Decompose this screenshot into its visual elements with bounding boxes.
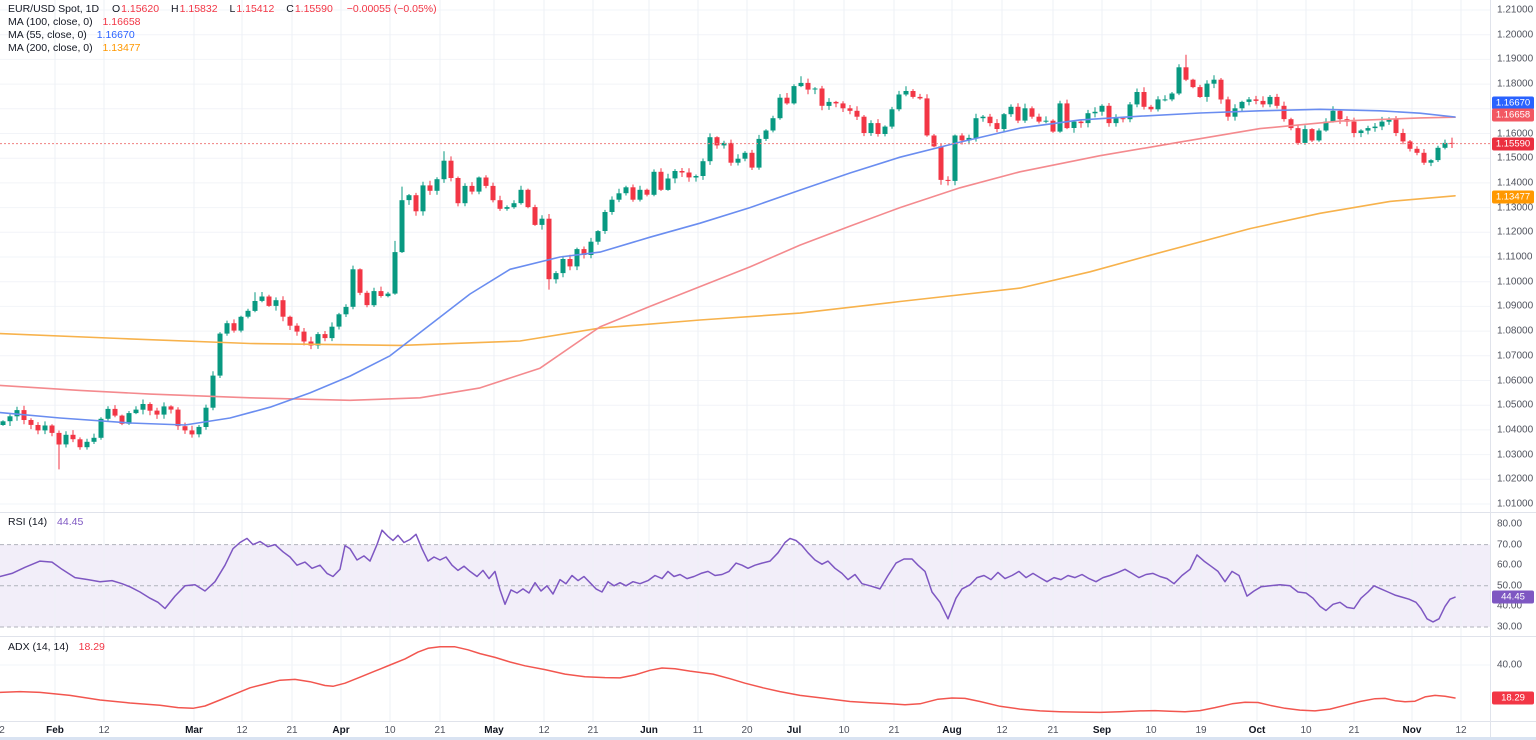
low-label: L — [229, 3, 236, 15]
ma200-label: MA (200, close, 0) — [8, 42, 93, 54]
time-tick-label: Mar — [185, 725, 203, 736]
ma100-legend-row[interactable]: MA (100, close, 0) 1.16658 — [8, 16, 437, 29]
ma100-value: 1.16658 — [102, 16, 141, 28]
time-tick-label: 10 — [384, 725, 396, 736]
open-label: O — [111, 3, 121, 15]
price-axis-badge: 1.16670 — [1492, 96, 1534, 110]
ma200-value: 1.13477 — [102, 42, 141, 54]
bottom-strip — [0, 737, 1536, 740]
rsi-axis-label: 50.00 — [1497, 580, 1523, 592]
time-tick-label: 21 — [587, 725, 599, 736]
rsi-legend-row[interactable]: RSI (14) 44.45 — [8, 516, 83, 529]
ma55-label: MA (55, close, 0) — [8, 29, 87, 41]
time-tick-label: Feb — [46, 725, 64, 736]
time-tick-label: Jun — [640, 725, 658, 736]
price-axis-label: 1.04000 — [1497, 424, 1534, 436]
time-tick-label: 12 — [996, 725, 1008, 736]
price-axis-label: 1.16000 — [1497, 128, 1534, 139]
price-axis-badge: 1.15590 — [1492, 137, 1534, 151]
adx-value: 18.29 — [78, 641, 105, 653]
rsi-axis-label: 70.00 — [1497, 539, 1523, 551]
price-axis-label: 1.20000 — [1497, 29, 1534, 41]
price-axis-label: 1.07000 — [1497, 350, 1534, 362]
price-axis-label: 1.21000 — [1497, 4, 1534, 16]
time-tick-label: 21 — [1348, 725, 1360, 736]
high-value: 1.15832 — [179, 3, 218, 15]
price-axis-label: 1.13000 — [1497, 202, 1534, 214]
ma200-legend-row[interactable]: MA (200, close, 0) 1.13477 — [8, 42, 437, 55]
rsi-axis-label: 60.00 — [1497, 559, 1523, 571]
ma55-value: 1.16670 — [96, 29, 135, 41]
price-axis-label: 1.10000 — [1497, 276, 1534, 288]
symbol-title: EUR/USD Spot, 1D — [8, 3, 100, 15]
price-axis-badge: 1.13477 — [1492, 190, 1534, 204]
time-tick-label: May — [484, 725, 504, 736]
time-tick-label: Aug — [942, 725, 962, 736]
rsi-label: RSI (14) — [8, 516, 48, 528]
time-tick-label: 11 — [692, 725, 704, 736]
time-tick-label: 20 — [741, 725, 753, 736]
time-tick-label: Jul — [786, 725, 802, 736]
time-tick-label: 12 — [236, 725, 248, 736]
rsi-axis-label: 30.00 — [1497, 621, 1523, 633]
adx-axis-label: 40.00 — [1497, 659, 1523, 671]
time-tick-label: 21 — [434, 725, 446, 736]
rsi-axis-label: 40.00 — [1497, 600, 1523, 612]
price-axis-label: 1.01000 — [1497, 498, 1534, 510]
price-axis-label: 1.03000 — [1497, 449, 1534, 461]
time-tick-label: Sep — [1092, 725, 1112, 736]
price-axis-label: 1.05000 — [1497, 399, 1534, 411]
ma55-legend-row[interactable]: MA (55, close, 0) 1.16670 — [8, 29, 437, 42]
time-tick-label: 21 — [1047, 725, 1059, 736]
price-axis-label: 1.09000 — [1497, 300, 1534, 312]
time-tick-label: 10 — [838, 725, 850, 736]
close-value: 1.15590 — [294, 3, 333, 15]
ohlc-row: EUR/USD Spot, 1D O1.15620 H1.15832 L1.15… — [8, 3, 437, 16]
adx-axis-badge: 18.29 — [1492, 691, 1534, 705]
adx-label: ADX (14, 14) — [8, 641, 69, 653]
rsi-axis-badge: 44.45 — [1492, 590, 1534, 604]
time-tick-label: Nov — [1402, 725, 1422, 736]
time-tick-label: 2 — [0, 725, 5, 736]
symbol-legend[interactable]: EUR/USD Spot, 1D O1.15620 H1.15832 L1.15… — [8, 3, 437, 55]
time-tick-label: Oct — [1248, 725, 1266, 736]
price-axis-label: 1.02000 — [1497, 473, 1534, 485]
price-axis-label: 1.18000 — [1497, 78, 1534, 90]
open-value: 1.15620 — [121, 3, 160, 15]
time-tick-label: 10 — [1145, 725, 1157, 736]
rsi-value: 44.45 — [57, 516, 84, 528]
price-axis-label: 1.06000 — [1497, 375, 1534, 386]
time-tick-label: 10 — [1300, 725, 1312, 736]
rsi-pane[interactable] — [0, 513, 1490, 636]
price-axis-label: 1.12000 — [1497, 226, 1534, 238]
time-tick-label: 21 — [888, 725, 900, 736]
price-axis-label: 1.08000 — [1497, 325, 1534, 337]
low-value: 1.15412 — [236, 3, 275, 15]
price-pane[interactable] — [0, 0, 1490, 512]
price-axis-label: 1.14000 — [1497, 177, 1534, 189]
close-label: C — [286, 3, 294, 15]
price-axis-badge: 1.16658 — [1492, 108, 1534, 122]
change-value: −0.00055 (−0.05%) — [346, 3, 437, 15]
high-label: H — [171, 3, 179, 15]
time-tick-label: 21 — [286, 725, 298, 736]
ma100-label: MA (100, close, 0) — [8, 16, 93, 28]
time-tick-label: 19 — [1195, 725, 1207, 736]
time-tick-label: Apr — [332, 725, 350, 736]
price-axis-label: 1.15000 — [1497, 152, 1534, 164]
rsi-axis-label: 80.00 — [1497, 518, 1523, 530]
time-tick-label: 12 — [538, 725, 550, 736]
time-tick-label: 12 — [98, 725, 110, 736]
adx-pane[interactable] — [0, 637, 1490, 721]
time-tick-label: 12 — [1455, 725, 1467, 736]
price-axis-label: 1.11000 — [1497, 251, 1533, 263]
price-axis-label: 1.19000 — [1497, 53, 1534, 65]
adx-legend-row[interactable]: ADX (14, 14) 18.29 — [8, 641, 105, 654]
